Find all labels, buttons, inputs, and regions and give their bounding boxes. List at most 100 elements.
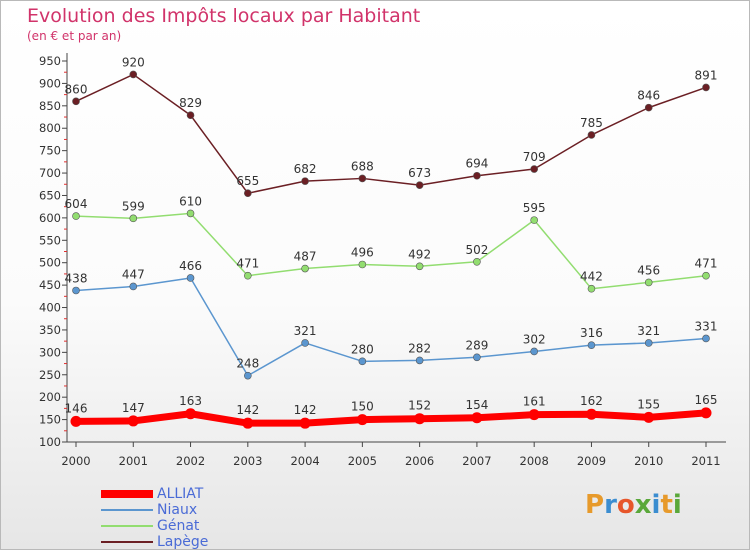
data-point-genat	[644, 278, 653, 287]
chart-title: Evolution des Impôts locaux par Habitant	[27, 5, 421, 27]
data-label-lapege: 694	[465, 157, 488, 171]
data-point-alliat	[127, 415, 139, 427]
y-tick-label: 900	[39, 76, 61, 90]
y-tick-label: 250	[39, 368, 61, 382]
data-label-lapege: 655	[236, 174, 259, 188]
data-point-lapege	[301, 177, 309, 185]
data-label-niaux: 447	[122, 267, 145, 281]
data-point-lapege	[473, 171, 481, 180]
legend-label: ALLIAT	[157, 486, 204, 502]
y-tick-label: 400	[39, 301, 61, 315]
data-point-alliat	[528, 409, 540, 421]
data-point-niaux	[186, 274, 195, 282]
legend-label: Génat	[157, 518, 200, 534]
data-label-alliat: 142	[236, 403, 259, 417]
data-point-niaux	[644, 339, 653, 347]
x-tick-label: 2009	[577, 454, 606, 468]
x-tick-label: 2006	[405, 454, 434, 468]
data-label-niaux: 466	[179, 259, 202, 273]
x-tick-label: 2005	[348, 454, 377, 468]
x-tick-label: 2003	[233, 454, 262, 468]
data-label-genat: 492	[408, 247, 431, 261]
data-point-alliat	[185, 408, 197, 420]
data-point-niaux	[244, 371, 252, 380]
data-label-genat: 604	[65, 197, 88, 211]
logo-letter: t	[660, 490, 673, 520]
data-label-alliat: 154	[465, 398, 488, 412]
data-point-niaux	[530, 347, 538, 356]
data-label-genat: 502	[465, 243, 488, 257]
data-label-niaux: 438	[65, 271, 88, 285]
logo-letter: i	[672, 490, 682, 520]
data-point-genat	[358, 260, 367, 269]
data-label-genat: 599	[122, 199, 145, 213]
data-point-alliat	[356, 414, 368, 426]
data-point-alliat	[414, 413, 426, 425]
y-tick-label: 450	[39, 278, 61, 292]
data-point-niaux	[72, 286, 80, 295]
data-point-niaux	[358, 357, 367, 366]
data-point-niaux	[473, 353, 481, 362]
y-tick-label: 850	[39, 99, 61, 113]
data-label-alliat: 142	[294, 403, 317, 417]
data-label-niaux: 331	[695, 319, 718, 333]
data-point-genat	[244, 271, 252, 280]
y-tick-label: 800	[39, 121, 61, 135]
x-tick-label: 2007	[462, 454, 491, 468]
data-point-lapege	[358, 174, 367, 183]
data-point-alliat	[299, 417, 311, 429]
legend-swatch	[101, 490, 153, 498]
data-label-niaux: 316	[580, 326, 603, 340]
logo-letter: x	[634, 490, 652, 520]
data-point-lapege	[702, 83, 710, 92]
x-tick-label: 2011	[691, 454, 720, 468]
data-point-genat	[587, 284, 596, 293]
data-label-genat: 471	[236, 257, 259, 271]
data-point-lapege	[129, 70, 138, 79]
data-point-alliat	[471, 412, 483, 424]
y-tick-label: 300	[39, 345, 61, 359]
data-label-alliat: 161	[523, 395, 546, 409]
data-label-niaux: 248	[236, 357, 259, 371]
data-label-genat: 595	[523, 201, 546, 215]
data-point-niaux	[301, 339, 309, 347]
data-point-lapege	[244, 189, 252, 198]
data-point-genat	[702, 271, 710, 280]
data-point-alliat	[700, 407, 712, 419]
data-point-genat	[530, 216, 538, 224]
data-label-alliat: 162	[580, 394, 603, 408]
x-tick-label: 2010	[634, 454, 663, 468]
data-label-genat: 471	[695, 257, 718, 271]
x-tick-label: 2004	[290, 454, 319, 468]
y-tick-label: 550	[39, 233, 61, 247]
data-label-lapege: 673	[408, 166, 431, 180]
data-label-alliat: 152	[408, 399, 431, 413]
series-line-niaux	[75, 277, 707, 377]
data-label-lapege: 785	[580, 116, 603, 130]
data-label-genat: 456	[637, 263, 660, 277]
chart-subtitle: (en € et par an)	[27, 29, 122, 43]
data-point-genat	[301, 264, 309, 273]
data-label-niaux: 280	[351, 342, 374, 356]
y-tick-label: 750	[39, 144, 61, 158]
data-point-niaux	[415, 356, 424, 365]
data-label-alliat: 165	[695, 393, 718, 407]
data-label-lapege: 920	[122, 55, 145, 69]
data-label-alliat: 146	[65, 401, 88, 415]
data-point-genat	[415, 262, 424, 271]
data-label-alliat: 163	[179, 394, 202, 408]
logo-letter: i	[651, 490, 661, 520]
data-label-genat: 496	[351, 245, 374, 259]
legend-label: Niaux	[157, 502, 198, 518]
data-point-lapege	[644, 103, 653, 112]
data-label-lapege: 688	[351, 159, 374, 173]
series-line-alliat	[72, 409, 710, 427]
data-label-niaux: 321	[294, 324, 317, 338]
legend-swatch	[101, 509, 153, 511]
data-label-lapege: 829	[179, 96, 202, 110]
legend-label: Lapège	[157, 534, 209, 550]
y-tick-label: 350	[39, 323, 61, 337]
data-point-lapege	[587, 131, 596, 139]
data-point-lapege	[186, 111, 195, 120]
